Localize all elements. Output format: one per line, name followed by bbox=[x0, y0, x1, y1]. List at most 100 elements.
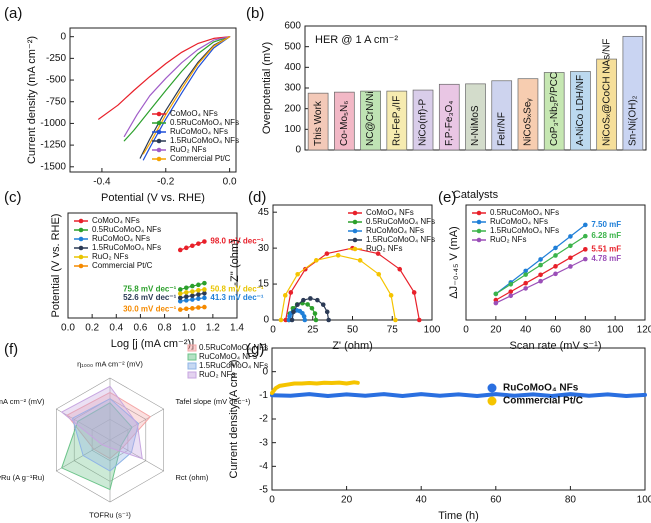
x-tick-label: 60 bbox=[490, 495, 502, 506]
legend-label: 0.5RuCoMoO₄ NFs bbox=[199, 343, 268, 352]
legend-marker bbox=[352, 219, 358, 225]
x-tick-label: 0.0 bbox=[61, 323, 75, 334]
data-point bbox=[184, 298, 189, 303]
legend-label: RuCoMoO₄ NFs bbox=[366, 226, 424, 235]
bar bbox=[386, 90, 408, 151]
x-tick-label: 80 bbox=[580, 325, 592, 336]
legend-label: RuO₂ NFs bbox=[366, 244, 402, 253]
data-point bbox=[523, 280, 528, 286]
panel-label: (b) bbox=[246, 5, 264, 22]
series-line bbox=[142, 36, 231, 155]
bar-category-label: NiCoSₓ@CoCH NAs/NF bbox=[601, 39, 612, 146]
legend-label: RuO₂ NFs bbox=[199, 370, 235, 379]
data-point bbox=[295, 302, 300, 307]
data-point bbox=[288, 290, 294, 295]
data-point bbox=[177, 295, 183, 301]
y-axis-label: Current density (A cm⁻²) bbox=[228, 360, 240, 479]
legend-marker bbox=[78, 245, 84, 251]
legend-marker bbox=[78, 254, 84, 260]
panel-label: (d) bbox=[248, 189, 266, 206]
radar-axis-label: Tafel slope (mV dec⁻¹) bbox=[176, 397, 251, 406]
data-point bbox=[308, 296, 313, 301]
data-point bbox=[315, 297, 320, 303]
x-tick-label: 1.4 bbox=[230, 323, 244, 334]
data-point bbox=[282, 293, 288, 298]
radar-spoke bbox=[109, 408, 164, 441]
series-line bbox=[123, 36, 231, 142]
data-point bbox=[553, 253, 558, 258]
legend-label: 0.5RuCoMoO₄ NFs bbox=[366, 217, 435, 226]
data-point bbox=[286, 317, 292, 323]
y-tick-label: -250 bbox=[46, 53, 66, 64]
data-point bbox=[324, 309, 330, 315]
x-axis-label: Log [j (mA cm⁻²)] bbox=[111, 338, 194, 350]
series-annotation: 7.50 mF bbox=[591, 220, 621, 229]
legend-swatch bbox=[187, 371, 197, 379]
bar-category-label: NiCo(nf)-P bbox=[418, 98, 429, 146]
data-point bbox=[190, 283, 195, 289]
series-line bbox=[270, 392, 647, 398]
legend-marker bbox=[352, 237, 358, 243]
legend-label: CoMoO₄ NFs bbox=[366, 208, 414, 217]
y-axis-label: Overpotential (mV) bbox=[261, 42, 273, 134]
legend-marker bbox=[78, 218, 84, 224]
data-point bbox=[196, 287, 201, 293]
data-point bbox=[523, 272, 528, 277]
x-tick-label: 100 bbox=[607, 325, 624, 336]
legend-label: 1.5RuCoMoO₄ NFs bbox=[92, 243, 161, 252]
data-point bbox=[202, 239, 207, 244]
bar-category-label: N-NiMoS bbox=[470, 105, 481, 146]
radar-axis-label: Mass activityRu (A g⁻¹Ru) bbox=[0, 473, 45, 482]
data-point bbox=[568, 234, 573, 239]
data-point bbox=[523, 268, 528, 274]
bar-category-label: NC@CrN/Ni bbox=[365, 91, 376, 146]
y-tick-label: 200 bbox=[284, 103, 301, 114]
legend-marker bbox=[156, 147, 162, 153]
y-tick-label: 600 bbox=[284, 21, 301, 32]
data-point bbox=[190, 289, 195, 294]
data-point bbox=[393, 317, 398, 323]
legend-marker bbox=[476, 219, 482, 225]
x-tick-label: 120 bbox=[637, 325, 651, 336]
data-point bbox=[177, 298, 183, 304]
data-point bbox=[568, 243, 573, 249]
data-point bbox=[196, 305, 201, 310]
x-tick-label: 60 bbox=[550, 325, 562, 336]
bar bbox=[360, 90, 381, 151]
data-point bbox=[320, 302, 326, 307]
data-point bbox=[202, 280, 207, 286]
legend-marker bbox=[156, 156, 162, 162]
x-tick-label: 0 bbox=[269, 495, 275, 506]
radar-spoke bbox=[109, 439, 164, 472]
data-point bbox=[568, 255, 573, 261]
bar bbox=[334, 91, 355, 151]
legend-marker bbox=[78, 263, 84, 269]
series-annotation: 98.0 mV dec⁻¹ bbox=[210, 237, 263, 246]
y-tick-label: -3 bbox=[259, 437, 268, 448]
radar-axis-label: Rct (ohm) bbox=[176, 473, 209, 482]
data-point bbox=[301, 297, 306, 303]
series-annotation: 50.8 mV dec⁻¹ bbox=[210, 285, 263, 294]
data-point bbox=[493, 300, 499, 306]
legend-label: 0.5RuCoMoO₄ NFs bbox=[92, 225, 161, 234]
chart-title: HER @ 1 A cm⁻² bbox=[315, 34, 398, 46]
legend-label: 0.5RuCoMoO₄ NFs bbox=[490, 208, 559, 217]
data-point bbox=[388, 293, 394, 298]
bar bbox=[570, 71, 591, 151]
panel-label: (a) bbox=[4, 5, 22, 22]
x-tick-label: 20 bbox=[490, 325, 502, 336]
x-tick-label: 100 bbox=[637, 495, 651, 506]
legend-label: RuCoMoO₄ NFs bbox=[490, 217, 548, 226]
data-point bbox=[493, 291, 499, 297]
data-point bbox=[196, 241, 201, 246]
x-tick-label: 40 bbox=[416, 495, 428, 506]
data-point bbox=[508, 293, 514, 299]
legend-label: 1.5RuCoMoO₄ NFs bbox=[170, 136, 239, 145]
y-tick-label: -1 bbox=[259, 390, 268, 401]
data-point bbox=[508, 289, 514, 294]
plot-frame bbox=[69, 27, 237, 173]
y-tick-label: -750 bbox=[46, 96, 66, 107]
bar-category-label: This Work bbox=[313, 100, 324, 146]
x-tick-label: 0 bbox=[270, 325, 276, 336]
data-point bbox=[202, 290, 207, 296]
